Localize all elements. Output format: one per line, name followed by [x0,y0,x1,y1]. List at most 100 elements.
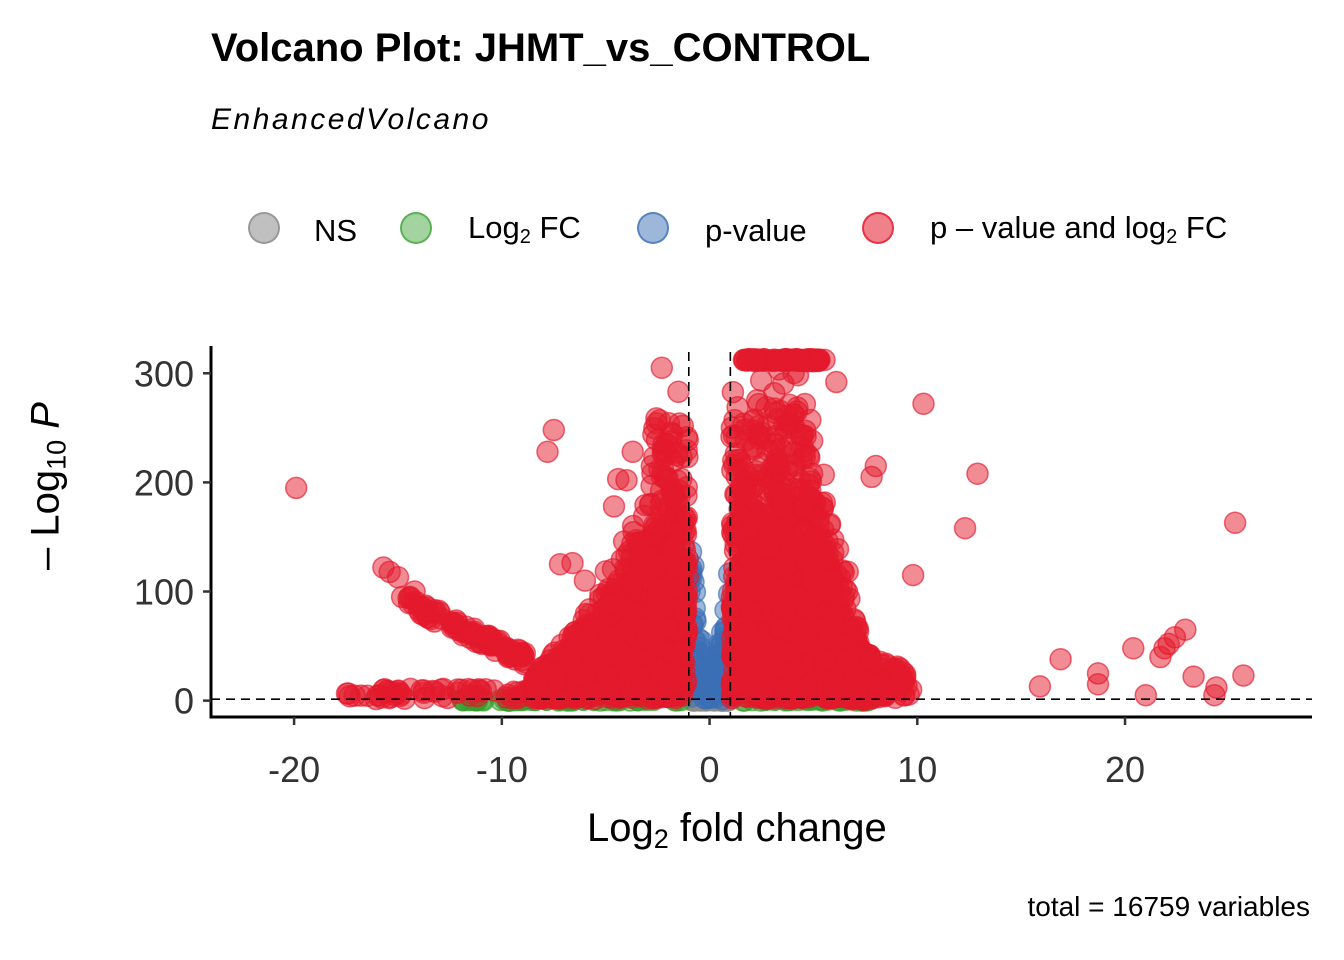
point-outlier-41 [1175,619,1196,640]
point-both [659,616,680,637]
point-both [475,626,496,647]
point-outlier-3 [388,567,409,588]
x-tick-label: -20 [268,749,320,790]
point-both [828,539,849,560]
point-outlier-9 [562,553,583,574]
point-outlier-35 [1123,638,1144,659]
point-both [600,594,621,615]
point-outlier-0 [286,477,307,498]
point-both [722,515,743,536]
point-outlier-26 [903,565,924,586]
point-outlier-30 [967,463,988,484]
point-outlier-21 [813,464,834,485]
point-outlier-20 [793,425,814,446]
points-layer [286,349,1254,711]
point-both [563,648,584,669]
point-outlier-25 [865,456,886,477]
point-both [544,642,565,663]
y-tick-label: 100 [134,572,194,613]
point-both [776,558,797,579]
point-both [344,685,365,706]
point-both [547,670,568,691]
point-both [742,411,763,432]
point-both [564,622,585,643]
point-both [751,370,772,391]
point-both [725,443,746,464]
point-both [600,680,621,701]
point-outlier-14 [622,441,643,462]
point-both [789,349,810,370]
point-outlier-7 [543,420,564,441]
point-outlier-32 [1050,649,1071,670]
point-both [823,679,844,700]
caption-total-variables: total = 16759 variables [1027,891,1310,923]
point-both [860,649,881,670]
point-both [769,617,790,638]
point-both [496,687,517,708]
x-tick-label: -10 [476,749,528,790]
point-both [607,639,628,660]
point-outlier-27 [901,679,922,700]
point-both [653,439,674,460]
x-tick-label: 0 [700,749,720,790]
point-outlier-6 [537,441,558,462]
point-both [888,662,909,683]
x-tick-label: 20 [1105,749,1145,790]
point-outlier-44 [1206,677,1227,698]
point-both [672,640,693,661]
point-both [747,508,768,529]
point-outlier-42 [1183,666,1204,687]
point-outlier-28 [913,393,934,414]
point-both [740,549,761,570]
point-outlier-45 [1225,512,1246,533]
point-both [666,578,687,599]
point-outlier-31 [1029,676,1050,697]
point-outlier-10 [574,570,595,591]
point-both [745,461,766,482]
point-both [633,678,654,699]
point-both [462,679,483,700]
point-both [737,622,758,643]
point-outlier-13 [616,470,637,491]
point-both [620,600,641,621]
point-both [611,549,632,570]
point-outlier-5 [404,581,425,602]
point-outlier-17 [651,357,672,378]
point-both [816,649,837,670]
point-outlier-46 [1233,665,1254,686]
point-both [767,350,788,371]
point-outlier-11 [604,496,625,517]
point-outlier-23 [826,372,847,393]
point-both [847,680,868,701]
point-outlier-19 [786,401,807,422]
x-tick-label: 10 [897,749,937,790]
point-both [743,672,764,693]
point-outlier-36 [1135,685,1156,706]
point-both [649,459,670,480]
point-both [771,578,792,599]
y-tick-label: 300 [134,353,194,394]
point-outlier-29 [955,518,976,539]
point-both [721,417,742,438]
point-both [796,597,817,618]
point-both [413,604,434,625]
point-outlier-15 [628,532,649,553]
point-both [766,454,787,475]
point-both [747,390,768,411]
x-axis-label: Log2 fold change [587,806,887,855]
y-axis-label: – Log10 P [24,402,73,570]
point-both [792,520,813,541]
point-both [748,651,769,672]
point-both [740,600,761,621]
point-both [846,617,867,638]
point-both [390,684,411,705]
point-both [759,539,780,560]
point-both [771,495,792,516]
point-both [622,572,643,593]
y-tick-label: 200 [134,462,194,503]
point-both [734,349,755,370]
point-outlier-18 [668,381,689,402]
point-outlier-22 [820,513,841,534]
point-both [794,447,815,468]
y-tick-label: 0 [174,681,194,722]
